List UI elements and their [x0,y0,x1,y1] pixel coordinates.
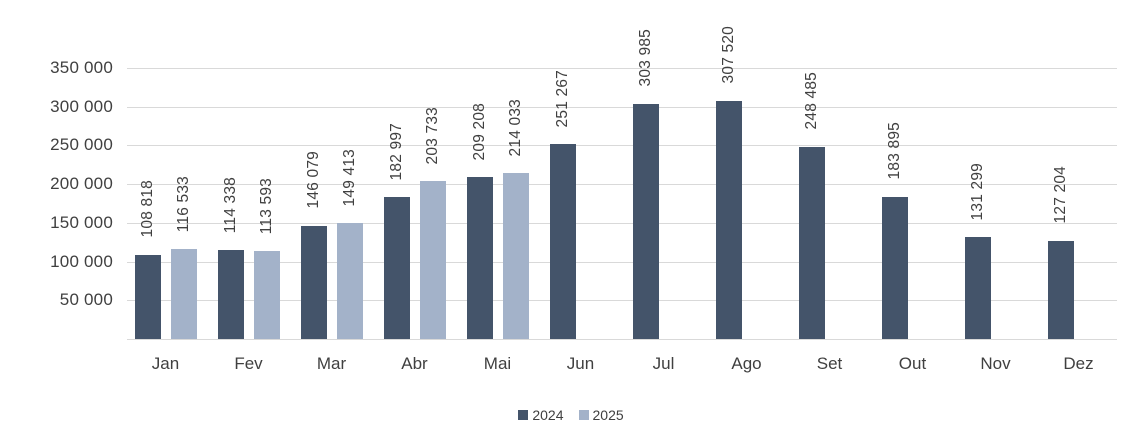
x-axis-label-jun: Jun [566,354,595,373]
bar-2024-jan [134,254,161,339]
y-axis-tick-label: 50 000 [59,290,113,310]
bar-2024-mai [466,177,493,339]
bar-2024-nov [964,237,991,339]
bar-2024-out [881,196,908,339]
legend-label-2025: 2025 [592,407,624,423]
bar-value-label-2025-abr: 203 733 [423,106,441,165]
x-axis-label-nov: Nov [980,354,1011,373]
bar-value-label-2024-jan: 108 818 [138,180,156,238]
bar-value-label-2024-jul: 303 985 [636,29,654,87]
x-axis-label-out: Out [898,354,927,373]
x-axis-label-dez: Dez [1063,354,1094,373]
legend-label-2024: 2024 [532,407,564,423]
legend-item-2024: 2024 [518,407,564,423]
x-axis-line [127,339,1117,340]
bar-value-label-2024-out: 183 895 [885,122,903,180]
bar-value-label-2024-jun: 251 267 [553,70,571,128]
y-axis-tick-label: 250 000 [50,135,113,155]
bar-2025-fev [253,251,280,339]
bar-value-label-2024-mai: 209 208 [470,102,488,161]
bar-2024-abr [383,197,410,339]
x-axis-label-jul: Jul [652,354,675,373]
legend-swatch-2024 [518,410,529,420]
bar-2025-abr [419,181,446,339]
legend-item-2025: 2025 [578,407,624,423]
gridline [127,261,1117,263]
bar-2024-set [798,146,825,339]
bar-2024-mar [300,225,327,339]
bar-value-label-2024-fev: 114 338 [221,177,239,234]
legend-swatch-2025 [578,410,589,420]
bar-value-label-2024-abr: 182 997 [387,122,405,181]
x-axis-label-set: Set [816,354,843,373]
bar-value-label-2024-dez: 127 204 [1051,166,1069,224]
gridline [127,145,1117,147]
x-axis-label-abr: Abr [401,354,428,373]
x-axis-label-mai: Mai [483,354,512,373]
y-axis-tick-label: 200 000 [50,174,113,194]
y-axis-tick-label: 150 000 [50,212,113,232]
gridline [127,300,1117,302]
bar-value-label-2025-mai: 214 033 [506,98,524,157]
bar-value-label-2025-mar: 149 413 [340,148,358,207]
bar-2024-dez [1047,240,1074,339]
bar-2025-mar [336,223,363,339]
x-axis-label-jan: Jan [151,354,180,373]
bar-value-label-2024-mar: 146 079 [304,151,322,209]
bar-value-label-2024-set: 248 485 [802,72,820,130]
y-axis-tick-label: 300 000 [50,96,113,116]
bar-2024-jul [632,103,659,339]
bar-2024-jun [549,144,576,339]
x-axis-label-mar: Mar [316,354,347,373]
gridline [127,106,1117,108]
gridline [127,222,1117,224]
y-axis-tick-label: 350 000 [50,58,113,77]
bar-value-label-2025-jan: 116 533 [174,175,192,232]
x-axis-label-ago: Ago [731,354,762,373]
bar-value-label-2024-nov: 131 299 [968,162,986,221]
bar-value-label-2025-fev: 113 593 [257,177,275,235]
bar-2025-mai [502,173,529,339]
gridline [127,68,1117,69]
bar-2024-ago [715,100,742,339]
x-axis-label-fev: Fev [234,354,263,373]
y-axis-tick-label: 100 000 [50,251,113,271]
bar-2024-fev [217,250,244,339]
bar-value-label-2024-ago: 307 520 [719,26,737,84]
legend: 2024 2025 [0,406,1142,424]
bar-2025-jan [170,248,197,339]
gridline [127,184,1117,186]
